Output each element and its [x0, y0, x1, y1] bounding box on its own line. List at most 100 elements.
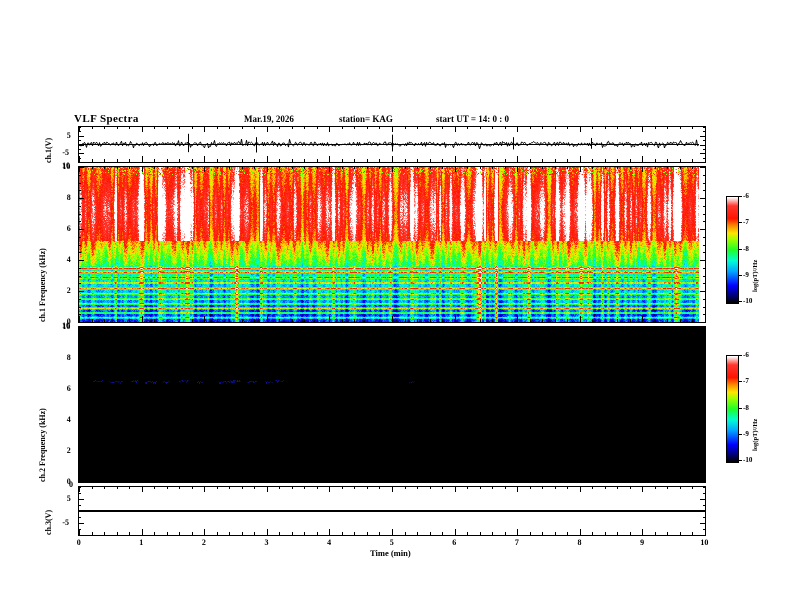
- x-tick: [492, 126, 493, 129]
- x-tick: [417, 326, 418, 329]
- x-tick: [630, 326, 631, 329]
- x-tick: [555, 126, 556, 129]
- x-tick: [480, 479, 481, 482]
- ch2-spectrogram-canvas: [79, 327, 705, 482]
- ch1-freq-y-tick: [78, 260, 84, 261]
- x-tick: [605, 326, 606, 329]
- x-tick: [492, 319, 493, 322]
- x-tick: [142, 126, 143, 132]
- x-tick: [542, 319, 543, 322]
- x-tick: [705, 126, 706, 132]
- ch3-volt-y-tick: [78, 499, 84, 500]
- x-tick: [430, 319, 431, 322]
- x-tick: [617, 479, 618, 482]
- x-tick: [567, 166, 568, 169]
- x-tick: [455, 156, 456, 162]
- ch2-freq-y-tick-label: 6: [66, 384, 71, 393]
- x-tick: [217, 159, 218, 162]
- ch1-freq-y-tick: [700, 229, 706, 230]
- x-tick: [417, 166, 418, 169]
- ch2-freq-y-tick: [703, 381, 706, 382]
- x-tick: [192, 532, 193, 535]
- x-tick: [142, 486, 143, 492]
- x-tick: [192, 486, 193, 489]
- x-tick: [417, 486, 418, 489]
- ch2-colorbar-tick: [738, 460, 742, 461]
- x-tick: [342, 159, 343, 162]
- x-tick: [204, 126, 205, 132]
- x-tick: [567, 532, 568, 535]
- ch2-colorbar-tick: [738, 355, 742, 356]
- x-tick: [592, 126, 593, 129]
- x-tick: [204, 326, 205, 332]
- x-tick: [129, 486, 130, 489]
- x-tick: [430, 166, 431, 169]
- x-tick: [430, 486, 431, 489]
- ch2-freq-y-tick: [78, 474, 81, 475]
- x-tick-label: 5: [389, 538, 394, 547]
- x-tick: [354, 532, 355, 535]
- x-tick: [92, 159, 93, 162]
- ch3-volt-y-tick: [703, 517, 706, 518]
- x-tick: [254, 486, 255, 489]
- x-tick: [329, 476, 330, 482]
- x-tick: [430, 326, 431, 329]
- x-tick: [680, 126, 681, 129]
- x-tick: [379, 486, 380, 489]
- ch1-colorbar-axis: [738, 196, 739, 302]
- x-tick: [229, 319, 230, 322]
- x-tick: [104, 532, 105, 535]
- x-tick: [630, 159, 631, 162]
- x-tick: [555, 479, 556, 482]
- x-tick: [279, 159, 280, 162]
- x-tick: [467, 479, 468, 482]
- ch2-freq-y-tick: [78, 350, 81, 351]
- ch1-freq-y-tick: [78, 175, 81, 176]
- ch2-colorbar-tick-label: -9: [743, 430, 749, 438]
- x-tick: [92, 319, 93, 322]
- ch2-freq-y-tick: [78, 335, 81, 336]
- ch2-colorbar-tick-label: -10: [743, 456, 753, 464]
- plot-date: Mar.19, 2026: [244, 114, 294, 124]
- x-tick: [79, 476, 80, 482]
- x-tick: [117, 532, 118, 535]
- ch2-freq-y-tick: [78, 389, 84, 390]
- x-tick: [630, 126, 631, 129]
- x-tick: [480, 166, 481, 169]
- x-tick: [542, 486, 543, 489]
- x-tick: [242, 126, 243, 129]
- x-tick: [192, 326, 193, 329]
- x-tick: [104, 126, 105, 129]
- x-tick: [104, 159, 105, 162]
- x-tick-label: 1: [139, 538, 144, 547]
- x-tick: [617, 326, 618, 329]
- ch1-freq-y-tick: [78, 167, 84, 168]
- x-tick: [367, 532, 368, 535]
- x-tick: [254, 166, 255, 169]
- x-tick: [367, 126, 368, 129]
- ch3-volt-y-tick: [78, 487, 81, 488]
- x-tick: [417, 126, 418, 129]
- ch1-volt-y-tick: [78, 140, 81, 141]
- x-tick: [417, 319, 418, 322]
- x-tick: [555, 486, 556, 489]
- x-tick: [442, 486, 443, 489]
- x-tick: [592, 159, 593, 162]
- x-tick: [204, 476, 205, 482]
- ch1-freq-y-tick: [703, 175, 706, 176]
- x-tick: [367, 486, 368, 489]
- ch2-freq-y-tick: [78, 412, 81, 413]
- x-tick: [279, 532, 280, 535]
- ch2-freq-y-tick: [703, 335, 706, 336]
- x-tick: [505, 326, 506, 329]
- x-tick: [154, 326, 155, 329]
- x-tick: [342, 326, 343, 329]
- x-tick: [542, 166, 543, 169]
- ch2-freq-y-tick: [703, 350, 706, 351]
- x-tick: [217, 319, 218, 322]
- x-tick: [304, 319, 305, 322]
- x-tick: [405, 319, 406, 322]
- x-tick: [192, 159, 193, 162]
- ch1-freq-y-tick: [78, 245, 81, 246]
- x-tick: [267, 486, 268, 492]
